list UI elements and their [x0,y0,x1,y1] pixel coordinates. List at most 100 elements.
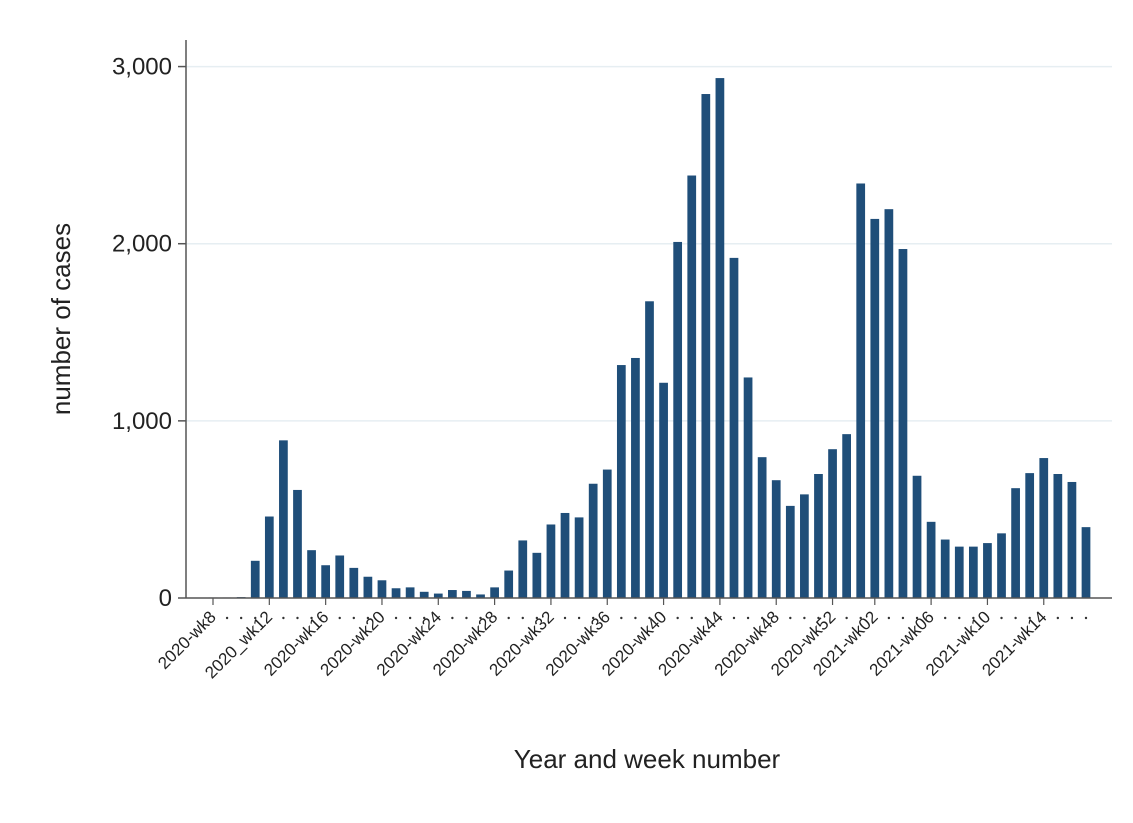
bar-5 [279,440,288,598]
bar-38 [743,377,753,598]
x-tick-dot-10 [352,616,356,620]
x-tick-dot-13 [394,616,398,620]
y-axis-title: number of cases [46,223,76,415]
bar-59 [1039,458,1049,598]
bar-49 [898,249,908,598]
bar-20 [490,587,499,598]
bar-46 [856,183,866,598]
x-tick-dot-41 [789,616,792,620]
bar-61 [1067,481,1077,598]
bar-53 [954,546,964,598]
bar-60 [1053,474,1063,598]
bar-21 [504,570,514,598]
bar-25 [560,512,570,598]
x-axis-title: Year and week number [514,744,781,774]
bar-51 [926,521,936,598]
x-tick-dot-3 [254,616,257,620]
x-tick-dot-21 [507,616,510,620]
bar-50 [912,475,922,598]
bar-39 [757,457,767,598]
x-tick-dot-48 [887,616,891,620]
bar-12 [377,580,387,598]
x-tick-dot-57 [1014,616,1017,620]
y-tick-label-2: 2,000 [112,231,172,258]
x-tick-dot-19 [479,616,482,620]
x-tick-dot-26 [577,616,581,620]
x-tick-dot-9 [338,616,341,620]
bar-44 [828,449,837,598]
bar-6 [293,489,302,598]
bar-15 [419,591,429,598]
bar-33 [673,241,683,598]
bar-27 [588,483,598,598]
bar-31 [645,301,654,598]
bar-41 [785,505,795,598]
x-tick-dot-42 [803,616,806,620]
x-tick-dot-49 [901,616,905,620]
bar-32 [659,382,668,598]
bar-37 [729,257,739,598]
bar-34 [687,175,697,598]
bar-4 [264,516,274,598]
bar-3 [250,560,260,598]
x-tick-dot-61 [1070,616,1074,620]
bars [208,78,1091,599]
bar-45 [842,434,851,598]
bar-36 [715,78,725,599]
bar-55 [983,543,992,598]
y-tick-label-3: 3,000 [112,54,172,81]
x-tick-dot-17 [451,616,454,620]
y-ticks: 0 1,000 2,000 3,000 [112,54,186,612]
x-tick-dot-2 [239,616,243,620]
bar-30 [631,357,640,598]
x-tick-dot-23 [535,616,539,620]
x-tick-dot-52 [943,616,947,620]
x-tick-dot-27 [591,616,595,620]
x-tick-dot-33 [676,616,679,620]
x-tick-dot-30 [634,616,637,620]
bar-11 [363,576,373,598]
x-tick-dot-1 [225,616,229,620]
x-tick-dot-6 [296,616,299,620]
y-tick-label-0: 0 [159,585,172,612]
bar-28 [602,469,612,598]
bar-40 [771,480,781,598]
x-tick-dot-38 [746,616,750,620]
bar-42 [800,494,809,598]
x-tick-dot-22 [521,616,524,620]
bar-56 [997,533,1006,598]
x-tick-dot-14 [408,616,412,620]
bar-43 [814,474,823,598]
x-tick-dot-58 [1028,616,1031,620]
bar-18 [462,590,471,598]
bar-19 [476,594,485,598]
y-tick-label-1: 1,000 [112,408,172,435]
x-tick-dot-15 [423,616,426,620]
bar-52 [940,539,950,598]
bar-47 [870,218,880,598]
x-tick-dot-7 [310,616,313,620]
x-tick-dot-54 [972,616,975,620]
bar-23 [532,552,542,598]
bar-57 [1011,488,1020,598]
bar-7 [307,550,316,598]
x-tick-dot-34 [690,616,693,620]
bar-58 [1025,473,1035,598]
bar-48 [884,209,894,598]
bar-8 [321,565,331,598]
bar-14 [405,587,415,598]
bar-22 [518,540,528,598]
bar-13 [391,588,401,598]
x-tick-dot-5 [282,616,285,620]
x-tick-dot-18 [465,616,468,620]
bar-9 [335,555,345,598]
bar-26 [574,517,584,598]
x-tick-dot-39 [760,616,764,620]
bar-17 [448,590,457,598]
x-tick-dot-46 [859,616,862,620]
x-tick-dot-60 [1056,616,1060,620]
bar-35 [701,94,711,599]
bar-24 [546,524,556,598]
